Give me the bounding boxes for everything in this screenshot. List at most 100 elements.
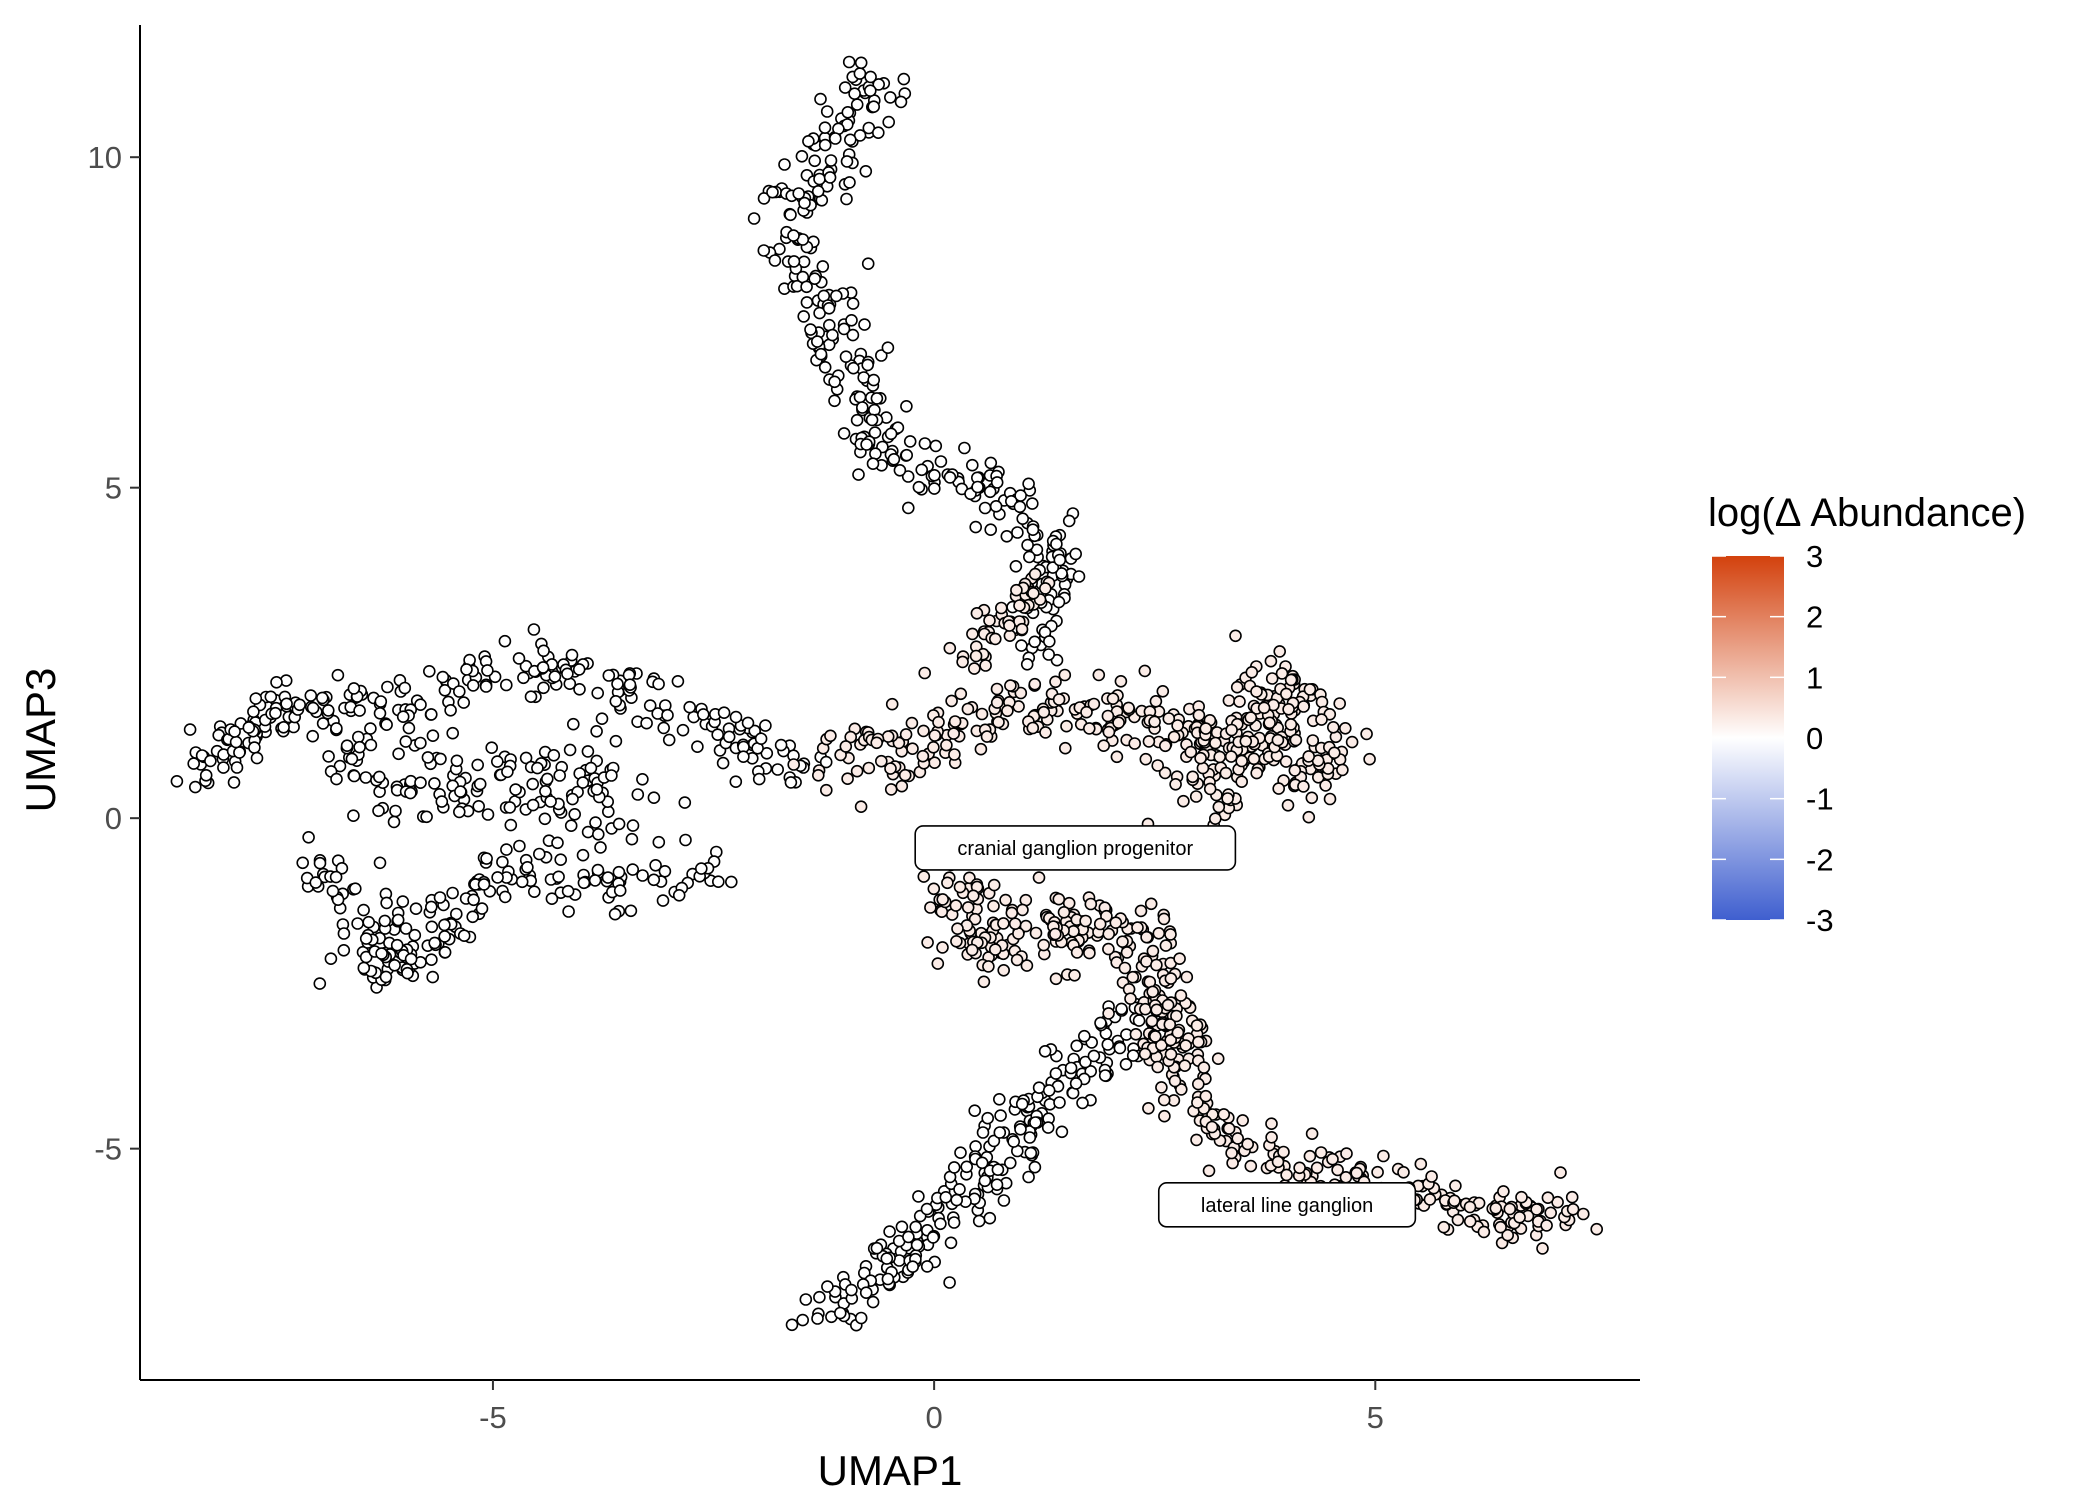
cell-point [353,740,366,754]
cell-point [1134,904,1148,918]
cell-point [992,1093,1006,1106]
cell-point [984,456,998,470]
cell-point [752,772,766,786]
cell-point [547,748,561,762]
cell-point [1217,1108,1231,1121]
cell-point [845,1283,858,1297]
cell-point [724,875,738,889]
cell-point [861,358,875,372]
cell-point [811,185,825,198]
cell-point [1554,1166,1567,1179]
cell-point [885,697,899,711]
cell-point [250,751,264,765]
cell-point [943,1276,956,1289]
cell-point [594,841,607,854]
cell-point [591,686,605,700]
colorbar-tick-label: -2 [1806,842,1834,877]
cell-point [1178,1059,1192,1072]
cell-point [513,839,526,853]
cell-point [422,664,436,678]
cell-point [348,882,362,896]
cell-point [969,649,983,663]
cell-point [906,742,919,756]
cell-point [990,476,1004,489]
cell-point [826,328,839,342]
cell-point [855,401,869,414]
cell-point [233,746,246,759]
cell-point [900,399,913,413]
cell-point [1016,512,1030,526]
colorbar-ticks: 3 2 1 0 -1 -2 -3 [1712,539,1834,938]
cell-point [625,832,639,846]
cell-point [1062,514,1076,528]
cell-point [347,809,360,823]
cell-point [1331,1163,1344,1177]
cell-point [204,754,217,768]
cell-point [797,310,811,323]
cell-point [1010,583,1023,597]
cell-point [345,752,359,766]
cell-point [1150,958,1163,972]
cell-point [966,889,980,903]
cell-point [1449,1179,1462,1193]
cell-point [867,100,881,113]
cell-point [1194,751,1207,765]
cell-point [414,698,427,712]
cell-point [1541,1191,1555,1204]
cell-point [691,740,704,754]
cell-point [1173,952,1186,966]
cell-point [974,742,988,756]
cell-point [1016,903,1029,917]
cell-point [1235,754,1248,768]
cell-point [771,763,785,776]
cell-point [1333,697,1346,710]
cell-point [895,1220,909,1234]
cell-point [414,776,427,790]
cell-point [846,328,860,342]
cell-point [1161,998,1175,1012]
cell-point [227,776,241,789]
cell-point [647,873,661,887]
cell-point [351,917,364,930]
cell-point [1164,1033,1177,1047]
cell-point [848,87,861,100]
cell-point [1186,770,1199,784]
cell-point [845,313,858,327]
cell-point [870,392,884,405]
cell-point [887,452,901,466]
cell-point [1139,752,1153,766]
cell-point [915,463,929,477]
x-axis-ticks: -5 0 5 [479,1380,1384,1435]
cell-point [956,655,969,669]
cell-point [378,914,392,928]
cell-point [402,721,416,735]
cell-point [504,818,518,832]
cell-point [1005,906,1019,920]
cell-point [874,349,888,362]
cell-point [1029,926,1043,940]
cell-point [1052,595,1066,609]
cell-point [927,882,941,896]
colorbar-legend: log(Δ Abundance) 3 2 1 0 -1 -2 -3 [1708,491,2026,938]
cell-point [843,176,856,189]
cell-point [1203,782,1217,796]
cell-point [828,132,842,145]
cell-point [566,717,580,731]
cell-point [1093,917,1107,931]
cell-point [903,435,917,448]
cell-point [1124,992,1137,1006]
cell-point [679,833,692,847]
cell-point [841,772,854,786]
cell-point [716,756,730,770]
cell-point [590,724,603,738]
cell-point [741,716,755,730]
cell-point [331,668,345,682]
cell-point [1004,494,1018,508]
annotation-label: lateral line ganglion [1157,1182,1417,1228]
cell-point [1577,1207,1590,1221]
cell-point [249,692,263,705]
cell-point [833,1306,847,1320]
cell-point [796,1313,810,1327]
cell-point [380,718,393,732]
cell-point [941,876,954,890]
